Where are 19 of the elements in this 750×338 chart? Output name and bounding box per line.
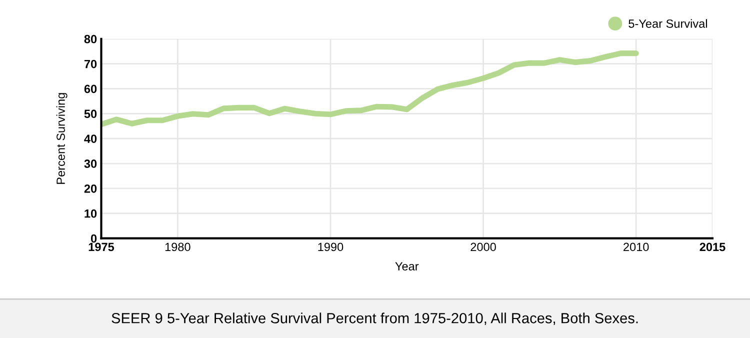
- text: SEER 9 5-Year Relative Survival Percent from 1975-2010, All Races, Both Sexes.: [112, 312, 638, 326]
- x-tick-label: 1990: [318, 242, 344, 252]
- y-tick-label: 70: [84, 60, 97, 68]
- y-tick-label: 10: [84, 209, 97, 218]
- legend-label: 5-Year Survival: [628, 19, 707, 28]
- x-tick-label: 2000: [470, 242, 496, 252]
- x-tick-label: 2015: [700, 242, 726, 252]
- y-tick-label: 20: [84, 184, 97, 193]
- y-axis-title: Percent Surviving: [56, 93, 68, 184]
- x-tick-label: 2010: [624, 242, 649, 252]
- y-tick-label: 80: [84, 34, 97, 44]
- y-tick-label: 50: [84, 110, 97, 118]
- x-tick-label: 1980: [165, 242, 190, 252]
- x-axis-title: Year: [395, 262, 419, 270]
- y-tick-label: 60: [84, 84, 97, 94]
- y-tick-label: 0: [90, 234, 97, 243]
- x-tick-label: 1975: [88, 242, 114, 252]
- y-tick-label: 30: [84, 160, 97, 168]
- y-tick-label: 40: [84, 134, 97, 143]
